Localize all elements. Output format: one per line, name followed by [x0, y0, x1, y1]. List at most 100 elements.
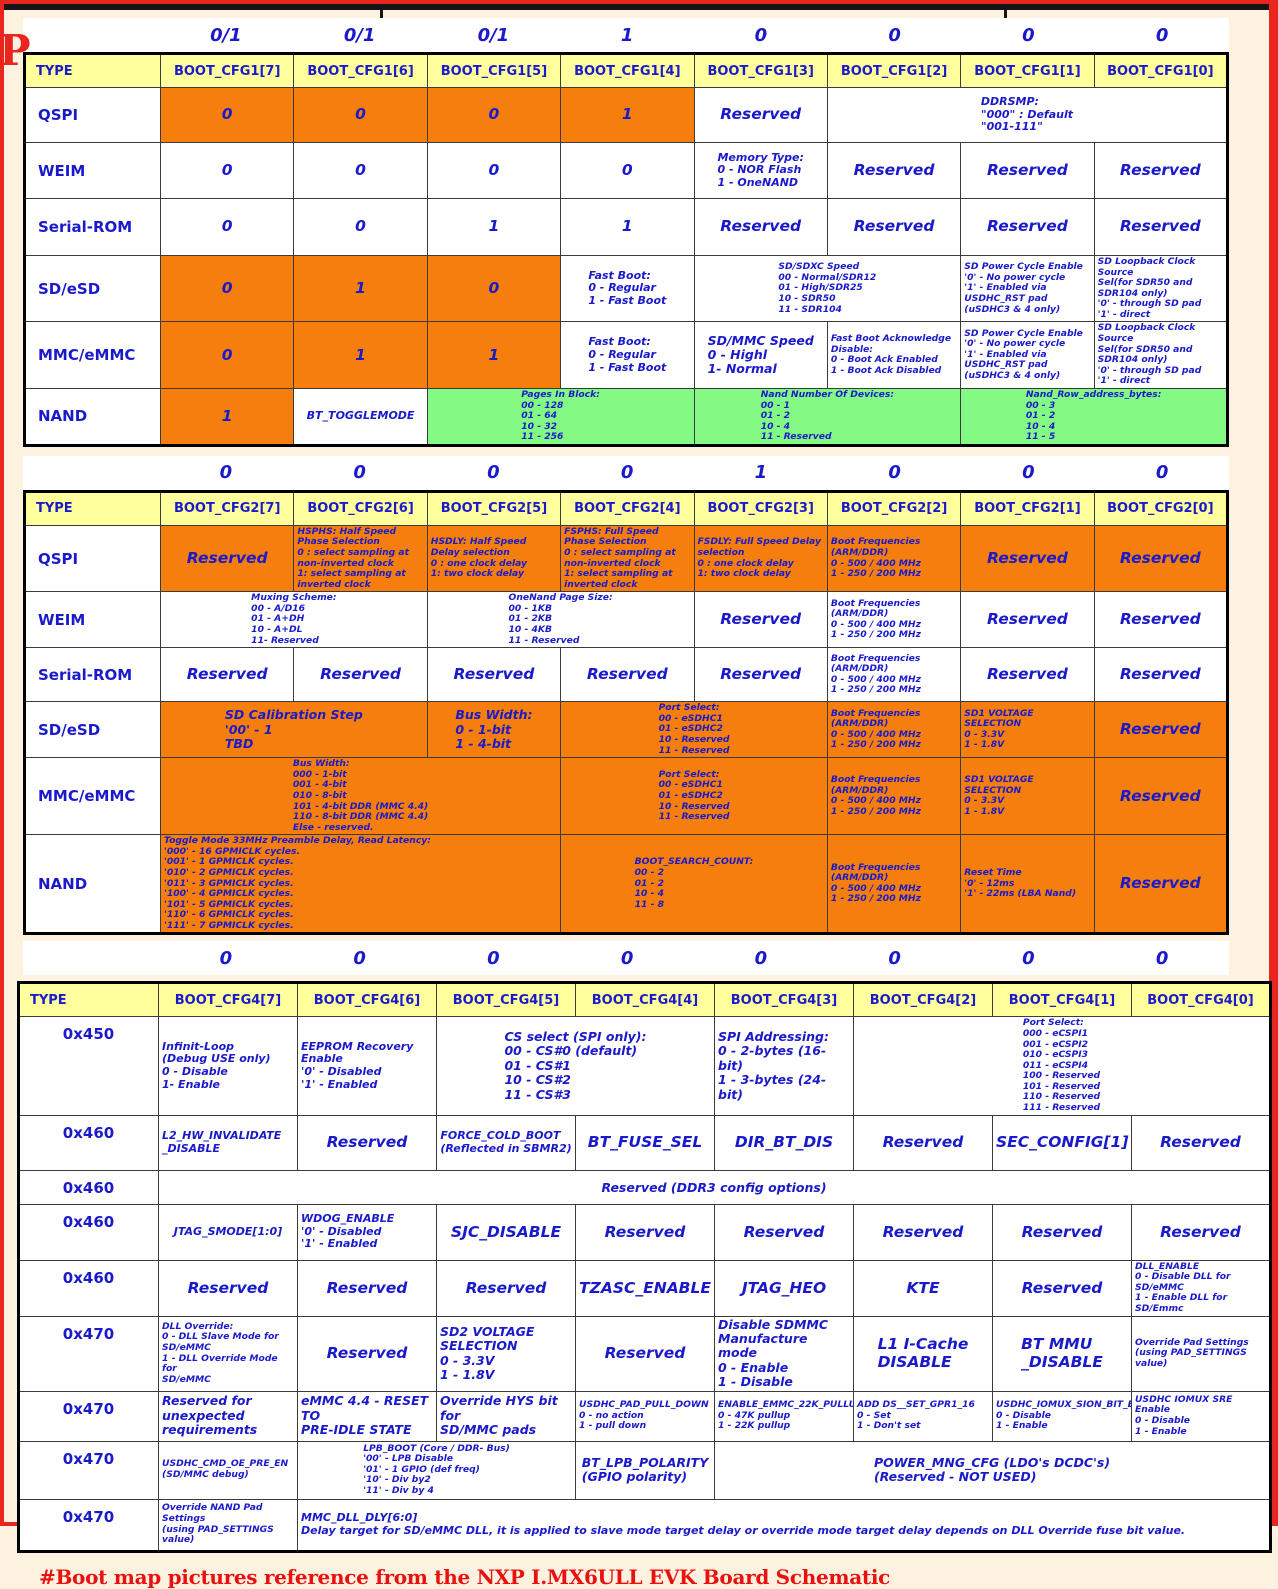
cell: POWER_MNG_CFG (LDO's DCDC's) (Reserved -…	[714, 1440, 1271, 1500]
cell: 0	[159, 321, 295, 389]
row-label: SD/eSD	[24, 701, 161, 759]
column-header: BOOT_CFG1[6]	[293, 53, 428, 88]
cell: Nand_Row_address_bytes: 00 - 3 01 - 2 10…	[960, 387, 1228, 446]
column-header: BOOT_CFG1[7]	[159, 53, 295, 88]
cell: Reserved (DDR3 config options)	[158, 1169, 1271, 1205]
column-header: BOOT_CFG2[3]	[693, 490, 828, 526]
cell: Reserved	[159, 524, 295, 593]
cell: 0	[159, 198, 295, 256]
cell: Reserved	[693, 198, 828, 256]
bit-value: 0	[1155, 462, 1169, 484]
cell: OneNand Page Size: 00 - 1KB 01 - 2KB 10 …	[426, 591, 695, 649]
bit-value: 0	[620, 947, 634, 969]
cell: 1	[560, 87, 695, 143]
cell: USDHC_PAD_PULL_DOWN 0 - no action 1 - pu…	[575, 1390, 715, 1442]
cell: Reserved	[1093, 198, 1229, 256]
bit-value: 0	[1155, 947, 1169, 969]
row-label: SD/eSD	[24, 254, 161, 323]
cell: Reserved	[1093, 591, 1229, 649]
cell: FSPHS: Full Speed Phase Selection 0 : se…	[560, 524, 695, 593]
cell: BT_FUSE_SEL	[575, 1114, 715, 1171]
table-row: QSPI Reserved HSPHS: Half Speed Phase Sele…	[24, 524, 1229, 593]
cell: SD Calibration Step '00' - 1 TBD	[160, 701, 428, 759]
column-header: BOOT_CFG1[3]	[693, 53, 828, 88]
cell: USDHC IOMUX SRE Enable 0 - Disable 1 - E…	[1131, 1390, 1271, 1442]
cell: SD Power Cycle Enable '0' - No power cyc…	[960, 254, 1095, 323]
cell: SEC_CONFIG[1]	[992, 1114, 1132, 1171]
cell: WDOG_ENABLE '0' - Disabled '1' - Enabled	[297, 1203, 437, 1261]
header-row: TYPE BOOT_CFG4[7] BOOT_CFG4[6] BOOT_CFG4[5]…	[18, 982, 1271, 1018]
cell: TZASC_ENABLE	[575, 1259, 715, 1317]
column-header: BOOT_CFG4[6]	[297, 982, 437, 1018]
bit-value: 0	[353, 462, 366, 484]
bit-value: 0	[219, 462, 233, 484]
cell: ADD DS__SET_GPR1_16 0 - Set 1 - Don't se…	[853, 1390, 993, 1442]
table-row: 0x460 Reserved (DDR3 config options)	[18, 1169, 1271, 1205]
bit-value: 1	[754, 462, 768, 484]
row-label: 0x450	[18, 1016, 159, 1116]
cell: Reserved	[297, 1315, 437, 1392]
bit-value: 0	[219, 947, 233, 969]
cell: Reserved	[560, 647, 695, 703]
cell: SD Power Cycle Enable '0' - No power cyc…	[960, 321, 1095, 389]
bit-value: 0	[1155, 24, 1169, 46]
row-label: Serial-ROM	[24, 198, 161, 256]
table-row: 0x450 Infinit-Loop (Debug USE only) 0 - D…	[18, 1016, 1271, 1116]
cell: Reserved	[293, 647, 428, 703]
cell: CS select (SPI only): 00 - CS#0 (default…	[436, 1016, 715, 1116]
cell: JTAG_HEO	[714, 1259, 854, 1317]
cell: LPB_BOOT (Core / DDR- Bus) '00' - LPB Di…	[297, 1440, 576, 1500]
cell: L1 I-Cache DISABLE	[853, 1315, 993, 1392]
footer-note: #Boot map pictures reference from the NX…	[39, 1564, 891, 1589]
cell: 1	[426, 198, 562, 256]
cell: 0	[293, 198, 428, 256]
column-header: BOOT_CFG2[6]	[293, 490, 428, 526]
cell: SD Loopback Clock Source Sel(for SDR50 a…	[1093, 321, 1229, 389]
cell: 0	[426, 254, 562, 323]
cell: Reserved	[575, 1203, 715, 1261]
table-row: NAND Toggle Mode 33MHz Preamble Delay, Re…	[24, 834, 1229, 935]
cell: Override HYS bit for SD/MMC pads	[436, 1390, 576, 1442]
cell: Boot Frequencies (ARM/DDR) 0 - 500 / 400…	[826, 647, 962, 703]
cell: Reserved	[960, 524, 1095, 593]
table-row: 0x460 Reserved Reserved Reserved TZASC_ENABL…	[18, 1259, 1271, 1317]
cell: Boot Frequencies (ARM/DDR) 0 - 500 / 400…	[826, 834, 962, 935]
bit-value: 0	[888, 24, 901, 46]
row-label: 0x470	[18, 1390, 159, 1442]
cell: Boot Frequencies (ARM/DDR) 0 - 500 / 400…	[826, 591, 962, 649]
table-row: Serial-ROM Reserved Reserved Reserved Reserv…	[24, 647, 1229, 703]
cell: Bus Width: 0 - 1-bit 1 - 4-bit	[426, 701, 562, 759]
cell: Toggle Mode 33MHz Preamble Delay, Read L…	[159, 834, 562, 935]
cell: Port Select: 00 - eSDHC1 01 - eSDHC2 10 …	[560, 701, 828, 759]
bit-value: 1	[620, 24, 634, 46]
cell: BT_LPB_POLARITY (GPIO polarity)	[575, 1440, 715, 1500]
table-row: 0x460 L2_HW_INVALIDATE _DISABLE Reserved FO…	[18, 1114, 1271, 1171]
table-row: 0x470 Override NAND Pad Settings (using P…	[18, 1498, 1271, 1552]
cell: FORCE_COLD_BOOT (Reflected in SBMR2)	[436, 1114, 576, 1171]
cell: Reserved	[960, 591, 1095, 649]
row-label: 0x470	[18, 1315, 159, 1392]
boot-cfg2-bit-values: 0 0 0 0 1 0 0 0	[23, 455, 1229, 490]
cell: Reserved	[992, 1259, 1132, 1317]
cell: 0	[159, 87, 295, 143]
column-header: BOOT_CFG1[2]	[826, 53, 962, 88]
cell: Reserved	[826, 142, 962, 199]
bit-value: 0	[1022, 462, 1035, 484]
cell: JTAG_SMODE[1:0]	[158, 1203, 298, 1261]
cell: SD/SDXC Speed 00 - Normal/SDR12 01 - Hig…	[693, 254, 962, 323]
cell: DIR_BT_DIS	[714, 1114, 854, 1171]
bit-value: 0	[620, 462, 634, 484]
table-row: 0x470 USDHC_CMD_OE_PRE_EN (SD/MMC debug) L…	[18, 1440, 1271, 1500]
cell: Reserved	[960, 647, 1095, 703]
cell: Boot Frequencies (ARM/DDR) 0 - 500 / 400…	[826, 524, 962, 593]
table-border-tick	[1004, 10, 1007, 18]
bit-value: 0	[1022, 24, 1035, 46]
cell: 0	[293, 142, 428, 199]
boot-cfg1-table: TYPE BOOT_CFG1[7] BOOT_CFG1[6] BOOT_CFG1[5]…	[23, 52, 1229, 447]
cell: USDHC_IOMUX_SION_BIT_ENABLE 0 - Disable …	[992, 1390, 1132, 1442]
header-row: TYPE BOOT_CFG1[7] BOOT_CFG1[6] BOOT_CFG1[5]…	[24, 53, 1229, 88]
cell: Reserved	[693, 647, 828, 703]
cell: Bus Width: 000 - 1-bit 001 - 4-bit 010 -…	[159, 757, 562, 836]
column-header: BOOT_CFG2[5]	[426, 490, 562, 526]
cell: 0	[159, 254, 295, 323]
